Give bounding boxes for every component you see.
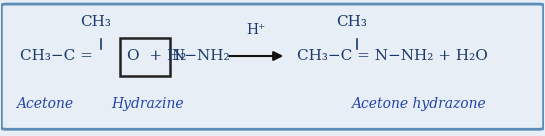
FancyBboxPatch shape — [2, 4, 543, 129]
FancyBboxPatch shape — [119, 38, 170, 76]
Text: Acetone hydrazone: Acetone hydrazone — [351, 97, 486, 111]
Text: O  + H₂: O + H₂ — [127, 49, 186, 63]
Text: CH₃−C =: CH₃−C = — [20, 49, 93, 63]
Text: Acetone: Acetone — [16, 97, 74, 111]
Text: CH₃: CH₃ — [336, 15, 367, 29]
Text: CH₃−C = N−NH₂ + H₂O: CH₃−C = N−NH₂ + H₂O — [297, 49, 488, 63]
Text: N−NH₂: N−NH₂ — [171, 49, 230, 63]
Text: CH₃: CH₃ — [80, 15, 111, 29]
Text: H⁺: H⁺ — [246, 23, 266, 37]
Text: Hydrazine: Hydrazine — [112, 97, 184, 111]
